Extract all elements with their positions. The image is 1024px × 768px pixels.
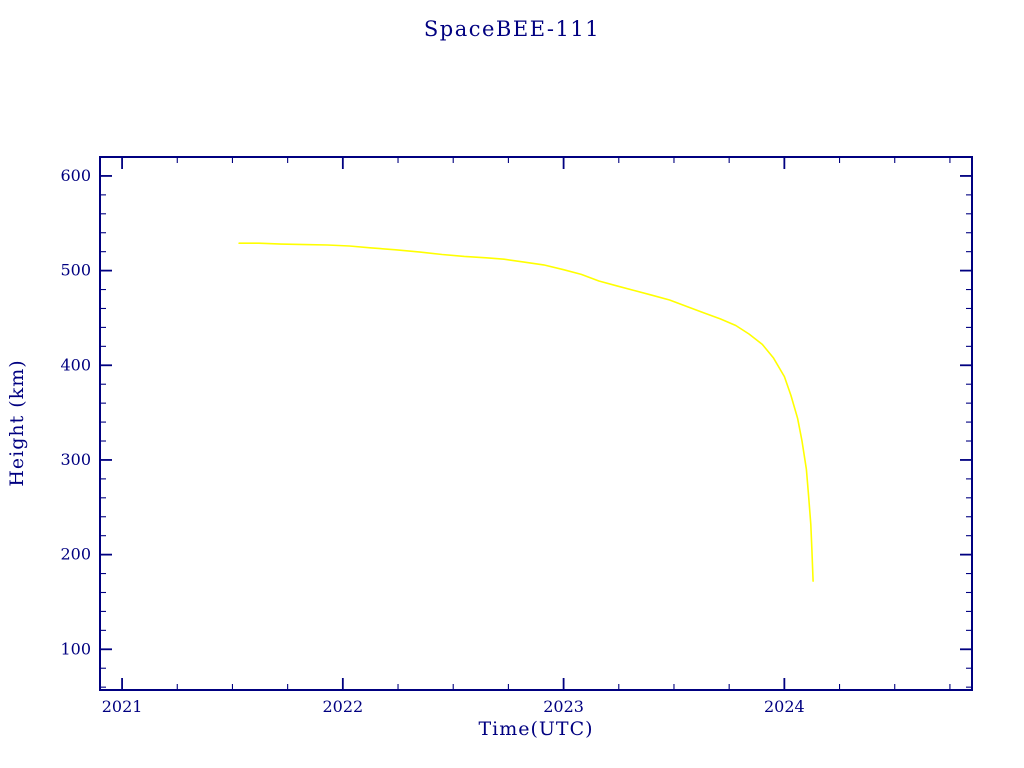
axis-ticks [100,157,972,690]
x-tick-label: 2023 [543,697,584,716]
axis-minor-ticks [100,156,972,690]
y-tick-label: 500 [60,261,91,280]
plot-frame [99,156,973,691]
y-tick-label: 200 [60,545,91,564]
y-axis-label: Height (km) [6,359,28,487]
y-tick-label: 400 [60,355,91,374]
x-tick-label: 2024 [764,697,805,716]
y-tick-label: 100 [60,639,91,658]
y-tick-label: 300 [60,450,91,469]
x-axis-label: Time(UTC) [478,718,594,740]
x-tick-label: 2021 [102,697,143,716]
axis-tick-labels: 2021 2022 2023 2024 100 200 300 400 500 600 [60,166,804,716]
x-tick-label: 2022 [322,697,363,716]
chart-title: SpaceBEE-111 [423,17,601,41]
y-tick-label: 600 [60,166,91,185]
height-series-line [238,242,814,582]
